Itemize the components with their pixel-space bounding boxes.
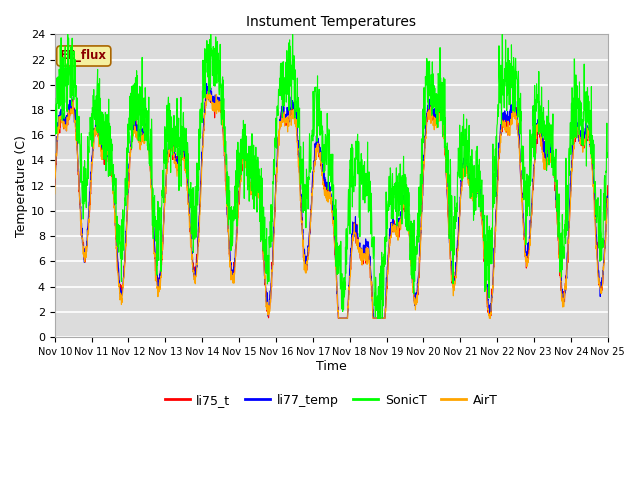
X-axis label: Time: Time: [316, 360, 347, 372]
Title: Instument Temperatures: Instument Temperatures: [246, 15, 416, 29]
Text: EE_flux: EE_flux: [60, 49, 108, 62]
Y-axis label: Temperature (C): Temperature (C): [15, 135, 28, 237]
Legend: li75_t, li77_temp, SonicT, AirT: li75_t, li77_temp, SonicT, AirT: [160, 389, 502, 412]
